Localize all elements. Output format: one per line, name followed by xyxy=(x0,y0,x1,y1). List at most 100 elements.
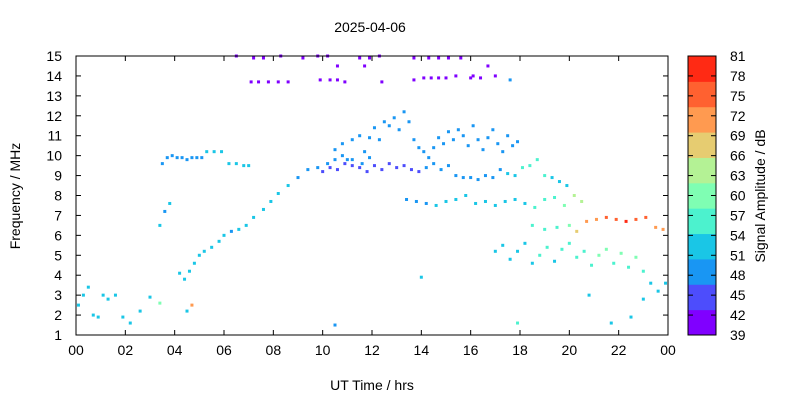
y-tick-label: 14 xyxy=(46,68,62,84)
data-point xyxy=(242,164,246,168)
data-point xyxy=(183,277,187,281)
data-point xyxy=(340,154,344,158)
data-point xyxy=(491,176,495,180)
x-tick-label: 00 xyxy=(660,342,676,358)
data-point xyxy=(464,194,468,197)
data-point xyxy=(543,174,547,178)
data-point xyxy=(412,138,416,142)
data-point xyxy=(454,174,458,178)
data-point xyxy=(190,156,194,160)
data-point xyxy=(180,156,184,160)
data-point xyxy=(158,301,162,305)
data-point xyxy=(530,223,534,227)
data-point xyxy=(365,170,369,174)
x-tick-label: 06 xyxy=(216,342,232,358)
data-point xyxy=(178,271,182,275)
data-point xyxy=(530,261,534,265)
data-point xyxy=(508,78,512,82)
colorbar-segment xyxy=(688,81,716,108)
data-point xyxy=(427,156,431,160)
data-point xyxy=(148,295,152,299)
data-point xyxy=(335,168,339,172)
data-point xyxy=(446,164,450,168)
x-axis-label: UT Time / hrs xyxy=(330,377,414,393)
data-point xyxy=(409,168,413,172)
data-point xyxy=(513,174,517,178)
y-tick-label: 5 xyxy=(54,247,62,263)
data-point xyxy=(493,74,497,78)
data-point xyxy=(461,134,465,138)
data-point xyxy=(619,251,623,255)
colorbar-tick-label: 69 xyxy=(730,128,746,144)
data-point xyxy=(597,253,601,257)
data-point xyxy=(543,197,547,201)
x-tick-label: 08 xyxy=(266,342,282,358)
data-point xyxy=(481,148,485,152)
data-point xyxy=(594,217,598,221)
data-point xyxy=(565,184,569,188)
x-tick-label: 22 xyxy=(611,342,627,358)
data-point xyxy=(91,313,95,317)
data-point xyxy=(234,162,238,166)
data-point xyxy=(528,164,532,168)
data-point xyxy=(200,156,204,160)
x-tick-label: 12 xyxy=(364,342,380,358)
data-point xyxy=(360,162,364,166)
y-tick-label: 9 xyxy=(54,168,62,184)
data-point xyxy=(187,269,191,273)
data-point xyxy=(446,130,450,134)
data-point xyxy=(582,249,586,253)
data-point xyxy=(437,76,441,80)
data-point xyxy=(479,76,483,80)
data-point xyxy=(395,166,399,170)
colorbar-tick-label: 66 xyxy=(730,148,746,164)
data-point xyxy=(590,263,594,267)
data-point xyxy=(343,80,347,84)
data-point xyxy=(343,162,347,166)
data-point xyxy=(506,172,510,176)
colorbar-tick-label: 54 xyxy=(730,227,746,243)
data-point xyxy=(328,166,332,170)
data-point xyxy=(562,203,566,207)
data-point xyxy=(444,76,448,80)
data-point xyxy=(372,126,376,130)
y-tick-label: 4 xyxy=(54,267,62,283)
data-point xyxy=(523,201,527,205)
data-point xyxy=(456,128,460,132)
data-point xyxy=(340,142,344,146)
data-point xyxy=(197,253,201,257)
data-point xyxy=(412,78,416,82)
data-point xyxy=(516,321,520,325)
x-tick-label: 10 xyxy=(315,342,331,358)
colorbar-tick-label: 72 xyxy=(730,108,746,124)
data-point xyxy=(649,281,653,285)
data-point xyxy=(486,64,490,68)
data-point xyxy=(627,265,631,269)
data-point xyxy=(520,166,524,170)
data-point xyxy=(405,197,409,201)
data-point xyxy=(459,56,463,60)
data-point xyxy=(261,56,265,60)
data-point xyxy=(424,166,428,170)
data-point xyxy=(296,176,300,180)
data-point xyxy=(170,154,174,158)
colorbar-tick-label: 57 xyxy=(730,207,746,223)
data-point xyxy=(476,138,480,142)
colorbar-tick-label: 78 xyxy=(730,68,746,84)
colorbar-tick-label: 60 xyxy=(730,188,746,204)
data-point xyxy=(493,249,497,253)
data-point xyxy=(276,80,280,84)
data-point xyxy=(380,80,384,84)
x-tick-label: 16 xyxy=(463,342,479,358)
data-point xyxy=(244,223,248,227)
colorbar-segment xyxy=(688,208,716,235)
data-points xyxy=(76,54,668,327)
data-point xyxy=(516,249,520,253)
data-point xyxy=(252,215,256,219)
y-tick-label: 15 xyxy=(46,48,62,64)
colorbar-segment xyxy=(688,258,716,285)
data-point xyxy=(501,150,505,154)
data-point xyxy=(229,229,233,233)
y-tick-label: 6 xyxy=(54,227,62,243)
